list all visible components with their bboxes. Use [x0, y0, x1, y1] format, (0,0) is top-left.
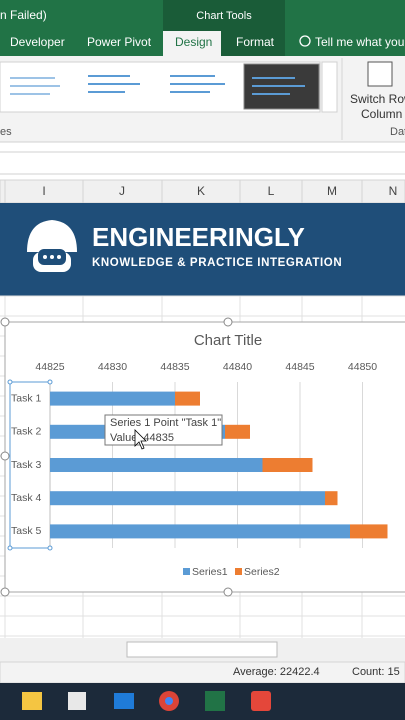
column-label: I [42, 184, 45, 198]
column-label: K [197, 184, 205, 198]
legend-swatch [183, 568, 190, 575]
axis-handle [7, 545, 13, 551]
bar-segment [175, 391, 200, 406]
y-tick-label: Task 2 [11, 426, 42, 438]
bar-segment [50, 391, 175, 406]
bar-segment [50, 524, 350, 539]
window-title: n Failed) [0, 8, 47, 22]
legend-swatch [235, 568, 242, 575]
axis-handle [47, 379, 53, 385]
taskbar-icon[interactable] [251, 691, 271, 711]
ribbon-tab: Design [175, 35, 212, 49]
resize-handle[interactable] [223, 317, 233, 327]
legend-label: Series1 [192, 566, 228, 578]
x-tick-label: 44830 [98, 361, 127, 373]
ribbon-tab: Format [236, 35, 275, 49]
y-tick-label: Task 3 [11, 459, 42, 471]
bar-segment [225, 424, 250, 439]
x-tick-label: 44840 [223, 361, 252, 373]
tell-me: Tell me what you w [315, 35, 405, 49]
column-label: L [268, 184, 275, 198]
active-tab-bg [163, 31, 221, 56]
resize-handle[interactable] [0, 317, 10, 327]
bar-segment [350, 524, 388, 539]
bar-segment [50, 491, 325, 506]
h-scrollbar[interactable] [126, 641, 278, 658]
x-tick-label: 44850 [348, 361, 377, 373]
status-average: Average: 22422.4 [233, 666, 320, 678]
logo [27, 220, 77, 272]
resize-handle[interactable] [0, 451, 10, 461]
x-tick-label: 44845 [285, 361, 314, 373]
taskbar-icon[interactable] [68, 692, 86, 710]
axis-handle [47, 545, 53, 551]
x-tick-label: 44825 [35, 361, 64, 373]
mouse-cursor [134, 429, 147, 450]
switch-icon [367, 61, 393, 87]
y-tick-label: Task 5 [11, 525, 42, 537]
taskbar-icon[interactable] [22, 692, 42, 710]
banner-title: ENGINEERINGLY [92, 222, 305, 252]
switch-button: Switch Row/ [350, 92, 405, 106]
bar-segment [262, 458, 313, 472]
status-bar [0, 661, 405, 684]
taskbar-icon[interactable] [114, 693, 134, 709]
style-thumbnails [2, 63, 320, 110]
chart-area[interactable] [4, 321, 405, 593]
gallery-scroll[interactable] [321, 61, 338, 113]
column-label: N [389, 184, 398, 198]
banner-subtitle: KNOWLEDGE & PRACTICE INTEGRATION [92, 257, 342, 269]
resize-handle[interactable] [223, 587, 233, 597]
chart-title: Chart Title [194, 332, 262, 349]
bar-segment [50, 458, 263, 472]
taskbar [0, 683, 405, 720]
legend-label: Series2 [244, 566, 280, 578]
ribbon-tab: Developer [10, 35, 65, 49]
y-tick-label: Task 1 [11, 392, 42, 404]
resize-handle[interactable] [0, 587, 10, 597]
group-label: Dat [390, 126, 405, 138]
tell-me-icon [299, 35, 311, 47]
group-label: es [0, 126, 12, 138]
status-count: Count: 15 [352, 666, 400, 678]
taskbar-icon[interactable] [205, 691, 225, 711]
tooltip-text: Series 1 Point "Task 1" [110, 417, 221, 429]
bar-segment [325, 491, 338, 506]
column-label: M [327, 184, 337, 198]
column-label: J [119, 184, 125, 198]
context-group: Chart Tools [196, 10, 252, 22]
taskbar-icon-center [165, 697, 173, 705]
tooltip-box [104, 414, 223, 446]
axis-handle [7, 379, 13, 385]
switch-button: Column [361, 107, 402, 121]
x-tick-label: 44835 [160, 361, 189, 373]
chart: Chart Title 44825 44830 44835 44840 44845 4485… [0, 317, 388, 597]
y-tick-label: Task 4 [11, 492, 42, 504]
ribbon-tab: Power Pivot [87, 35, 152, 49]
